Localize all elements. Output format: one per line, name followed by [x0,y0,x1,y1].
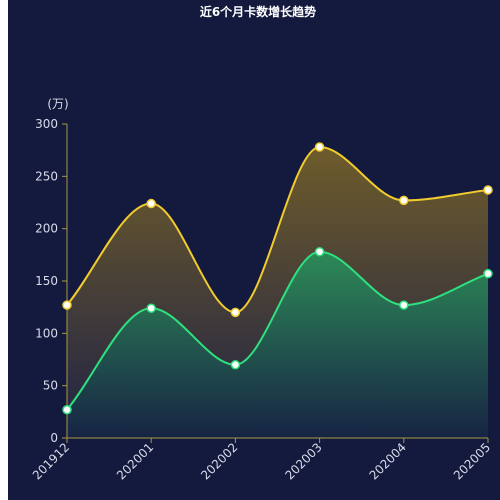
y-tick-label: 300 [35,117,58,131]
y-tick-label: 0 [50,431,58,445]
series-2-area [67,251,488,438]
y-tick-label: 250 [35,169,58,183]
series-2-point-202003[interactable] [314,246,325,257]
axes [62,123,489,443]
y-axis-unit: (万) [47,97,68,111]
x-tick-label: 202005 [451,440,493,482]
y-tick-label: 50 [43,379,58,393]
x-tick-label: 202002 [198,440,240,482]
series-1-point-202004[interactable] [399,195,409,206]
x-tick-label: 202003 [282,440,324,482]
series-1-point-202003[interactable] [314,142,325,152]
series-2-point-202001[interactable] [146,303,156,313]
x-tick-label: 201912 [30,440,72,482]
x-tick-label: 202001 [114,440,156,482]
series-markers [62,142,493,415]
series-2-point-202004[interactable] [399,300,409,310]
x-axis-tick-labels: 201912 202001 202002 202003 202004 202005 [30,440,493,482]
y-tick-label: 200 [35,222,58,236]
y-axis-tick-labels: 0 50 100 150 200 250 300 [35,117,58,445]
series-1-point-202001[interactable] [146,198,156,209]
series-1-point-202002[interactable] [230,307,241,318]
chart-title: 近6个月卡数增长趋势 [200,4,316,19]
series-1-point-201912[interactable] [62,300,72,310]
series-2-point-201912[interactable] [62,404,72,415]
x-tick-label: 202004 [367,440,409,482]
series-1-point-202005[interactable] [483,185,493,195]
series-2-point-202002[interactable] [230,359,241,370]
series-2-point-202005[interactable] [483,268,493,279]
series-areas [67,147,488,438]
y-tick-label: 100 [35,326,58,340]
y-tick-label: 150 [35,274,58,288]
